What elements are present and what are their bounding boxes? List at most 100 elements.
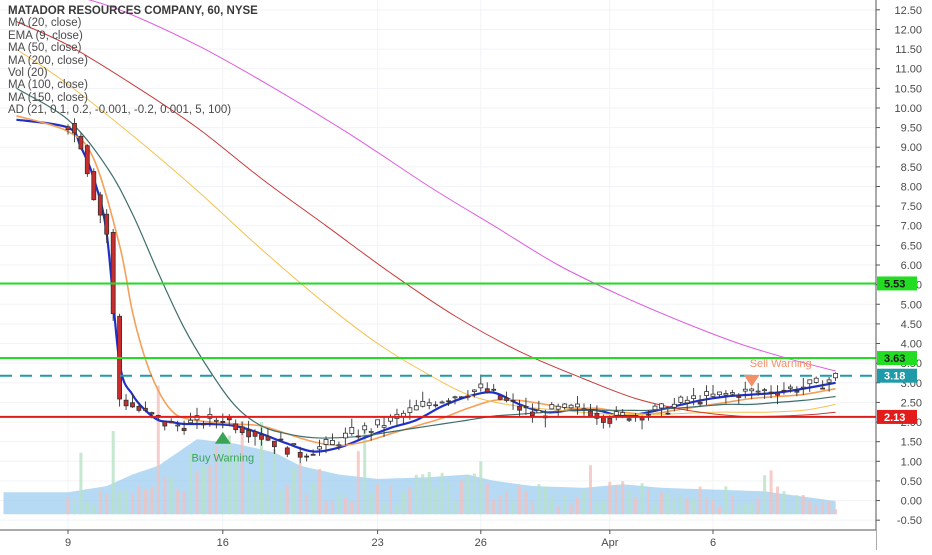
candle (504, 397, 510, 401)
volume-bar (466, 475, 470, 515)
candle (704, 391, 709, 396)
sell-warning-marker (743, 374, 760, 387)
candle (530, 411, 535, 417)
volume-bar (705, 497, 709, 515)
candle (517, 405, 522, 411)
buy-warning-label: Buy Warning (192, 453, 255, 465)
candle (497, 395, 503, 400)
candle (755, 390, 761, 393)
time-tick-label: 23 (371, 537, 383, 549)
volume-bar (66, 497, 70, 515)
volume-bar (492, 500, 496, 515)
candle (465, 395, 471, 398)
price-tick-label: 4.50 (901, 319, 922, 331)
candle (181, 427, 187, 431)
candle (78, 135, 84, 150)
candle (626, 418, 632, 421)
candle (368, 430, 374, 433)
volume-bar (363, 430, 367, 515)
price-tick-label: 7.50 (901, 201, 922, 213)
price-tick-label: 12.50 (894, 5, 922, 17)
volume-bar (821, 502, 825, 515)
candle (284, 447, 290, 455)
price-tick-label: 10.00 (894, 103, 922, 115)
volume-bar (176, 490, 180, 515)
candle (575, 403, 580, 408)
time-axis-background (0, 530, 876, 550)
price-level-label: 5.53 (884, 278, 905, 290)
candle (742, 388, 748, 392)
volume-bar (621, 481, 625, 515)
candle (310, 453, 316, 456)
candle (659, 403, 664, 409)
volume-bar (763, 475, 767, 515)
candle (213, 419, 219, 422)
candle (136, 405, 142, 411)
volume-bar (795, 495, 799, 515)
candle (426, 402, 432, 406)
price-tick-label: 0.00 (901, 496, 922, 508)
candle (491, 388, 497, 391)
volume-bar (369, 493, 373, 515)
candle (175, 424, 181, 427)
volume-bar (221, 445, 225, 515)
volume-bar (550, 496, 554, 515)
candle (568, 404, 574, 409)
volume-bar (118, 491, 122, 515)
price-level-tag[interactable] (877, 351, 917, 366)
volume-bar (647, 489, 650, 515)
volume-bar (382, 502, 386, 515)
price-level-tag[interactable] (877, 368, 917, 383)
volume-bar (472, 473, 476, 515)
candle (304, 455, 310, 458)
volume-bar (776, 486, 779, 515)
candle (607, 417, 613, 424)
volume-bar (730, 496, 734, 515)
volume-bar (260, 422, 263, 515)
volume-bar (788, 509, 792, 515)
candle (820, 387, 825, 390)
volume-bar (376, 484, 380, 515)
volume-bar (556, 506, 560, 515)
volume-bar (195, 472, 199, 515)
price-level-tag[interactable] (877, 276, 917, 291)
candle (452, 396, 458, 399)
volume-bar (440, 472, 444, 515)
volume-bar (92, 505, 96, 515)
time-tick-label: 26 (475, 537, 487, 549)
volume-bar (737, 504, 741, 515)
candle (375, 419, 381, 426)
candle (220, 420, 226, 424)
candle (775, 392, 780, 396)
candle (252, 431, 258, 437)
candle (536, 409, 542, 414)
candle (407, 407, 413, 413)
candle (439, 401, 445, 404)
candle (329, 439, 335, 445)
volume-bar (202, 464, 205, 515)
volume-bar (318, 468, 322, 515)
volume-bar (85, 501, 89, 515)
volume-bar (530, 502, 534, 515)
volume-bar (350, 501, 354, 515)
volume-bar (608, 481, 612, 515)
volume-bar (240, 421, 244, 515)
volume-bar (769, 470, 773, 515)
candle (717, 391, 722, 396)
volume-bar (814, 504, 818, 515)
candle (297, 451, 303, 458)
candle (104, 213, 110, 235)
volume-bar (131, 493, 134, 515)
candle (807, 379, 813, 385)
candle (168, 421, 174, 424)
price-level-tag[interactable] (877, 409, 917, 424)
volume-bar (834, 509, 838, 515)
volume-bar (324, 500, 328, 515)
candle (768, 391, 774, 394)
price-tick-label: 5.00 (901, 299, 922, 311)
price-tick-label: 0.50 (901, 476, 922, 488)
volume-bar (150, 487, 154, 515)
